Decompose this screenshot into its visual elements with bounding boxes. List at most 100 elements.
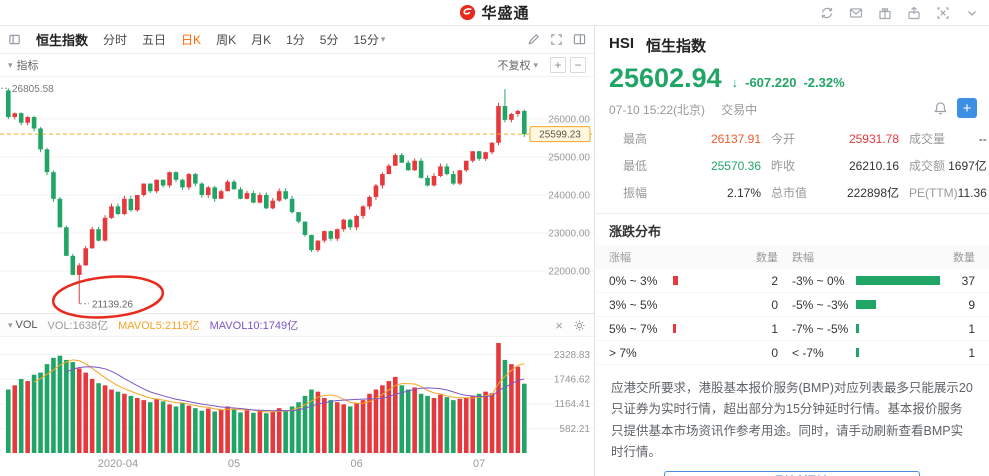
down-count: 1 — [968, 321, 975, 336]
stat-value: 25570.36 — [710, 158, 761, 173]
volume-chart-area[interactable]: 2328.83 1746.62 1164.41 582.21 — [0, 337, 594, 457]
tab-15min-label: 15分 — [353, 33, 379, 47]
tab-weekly-k[interactable]: 周K — [216, 33, 237, 47]
zoom-in-button[interactable]: + — [550, 57, 566, 73]
stat-value: 26137.91 — [710, 131, 761, 146]
col-count: 数量 — [756, 252, 778, 264]
refresh-icon: ↻ — [754, 473, 767, 476]
chevron-down-icon: ▾ — [8, 319, 13, 330]
brand-logo-text: 华盛通 — [481, 5, 530, 22]
fullscreen-icon[interactable] — [550, 33, 563, 46]
distribution-row: 5% ~ 7% 1 -7% ~ -5% 1 — [595, 317, 989, 341]
close-indicator-icon[interactable]: × — [555, 317, 563, 333]
stat-label: 成交额 — [909, 159, 946, 173]
tab-5day[interactable]: 五日 — [142, 33, 167, 47]
down-range-label: -3% ~ 0% — [792, 273, 845, 288]
stat-label: 今开 — [771, 132, 796, 146]
up-range-label: 3% ~ 5% — [609, 297, 658, 312]
x-axis-label: 2020-04 — [97, 458, 139, 470]
tab-5min[interactable]: 5分 — [319, 33, 339, 47]
gear-icon[interactable] — [573, 319, 586, 332]
stat-label: 成交量 — [909, 132, 946, 146]
quote-stats-grid: 最高 26137.91 今开 25931.78 成交量 -- 最低 25570.36 昨… — [609, 118, 987, 213]
candlestick-chart-area[interactable]: 26000.00 25000.00 24000.00 23000.00 22000.00… — [0, 77, 594, 319]
screenshot-icon[interactable] — [936, 6, 950, 20]
tab-daily-k[interactable]: 日K — [181, 33, 202, 47]
down-count-bar — [856, 348, 859, 357]
adjust-type-dropdown[interactable]: 不复权 ▾ — [497, 57, 538, 73]
indicator-label[interactable]: 指标 — [16, 60, 39, 72]
down-count: 37 — [961, 273, 975, 288]
vol-label: VOL — [15, 319, 38, 331]
tab-intraday[interactable]: 分时 — [103, 33, 128, 47]
last-price: 25602.94 — [609, 63, 722, 93]
stat-label: 最低 — [623, 159, 648, 173]
indicator-bar: ▾ 指标 不复权 ▾ + − — [0, 54, 594, 77]
distribution-row: 3% ~ 5% 0 -5% ~ -3% 9 — [595, 293, 989, 317]
tab-15min[interactable]: 15分 ▾ — [353, 31, 385, 48]
svg-text:2328.83: 2328.83 — [554, 350, 591, 361]
gift-icon[interactable] — [878, 6, 892, 20]
split-layout-icon[interactable] — [573, 33, 586, 46]
svg-text:23000.00: 23000.00 — [548, 229, 590, 240]
quote-panel: HSI 恒生指数 25602.94 ↓ -607.220 -2.32% 07-1… — [595, 26, 989, 476]
distribution-header: 涨幅 数量 跌幅 数量 — [595, 245, 989, 269]
volume-chart[interactable]: 2328.83 1746.62 1164.41 582.21 — [0, 337, 594, 457]
svg-text:1746.62: 1746.62 — [554, 375, 591, 386]
down-count: 1 — [968, 345, 975, 360]
tab-monthly-k[interactable]: 月K — [251, 33, 272, 47]
stat-label: 振幅 — [623, 186, 648, 200]
price-alert-bell-icon[interactable] — [933, 101, 948, 116]
stat-value: 25931.78 — [848, 131, 899, 146]
refresh-quotes-button[interactable]: ↻ 刷新行情 — [664, 471, 920, 476]
col-count: 数量 — [953, 252, 975, 264]
up-count: 0 — [771, 345, 778, 360]
down-count: 9 — [968, 297, 975, 312]
adjust-type-label: 不复权 — [497, 60, 531, 72]
x-axis-label: 05 — [227, 458, 241, 470]
up-range-label: 0% ~ 3% — [609, 273, 658, 288]
col-fall: 跌幅 — [792, 252, 814, 264]
down-count-bar — [856, 324, 859, 333]
vol-dropdown[interactable]: ▾ VOL — [8, 319, 38, 331]
mavol10-value: MAVOL10:1749亿 — [209, 320, 299, 332]
vol-value: VOL:1638亿 — [47, 320, 109, 332]
chart-tabbar: 恒生指数 分时 五日 日K 周K 月K 1分 5分 15分 ▾ — [0, 26, 594, 54]
up-count-bar — [673, 324, 676, 333]
candlestick-chart[interactable]: 26000.00 25000.00 24000.00 23000.00 22000.00… — [0, 77, 594, 319]
down-range-label: -7% ~ -5% — [792, 321, 849, 336]
chevron-down-icon[interactable] — [965, 6, 979, 20]
share-icon[interactable] — [907, 6, 921, 20]
up-count: 0 — [771, 297, 778, 312]
down-arrow-icon: ↓ — [731, 75, 739, 90]
quote-header: HSI 恒生指数 25602.94 ↓ -607.220 -2.32% 07-1… — [595, 26, 989, 213]
down-count-bar — [856, 300, 877, 309]
stat-label: 总市值 — [771, 186, 808, 200]
svg-text:1164.41: 1164.41 — [555, 399, 591, 410]
svg-text:582.21: 582.21 — [559, 424, 590, 435]
svg-text:21139.26: 21139.26 — [92, 299, 133, 310]
down-range-label: < -7% — [792, 345, 824, 360]
draw-pencil-icon[interactable] — [527, 33, 540, 46]
indicator-collapse-icon[interactable]: ▾ — [8, 59, 13, 70]
stat-value: 26210.16 — [848, 158, 899, 173]
add-watchlist-button[interactable]: + — [957, 98, 977, 118]
collapse-panel-icon[interactable] — [8, 33, 21, 46]
tab-index-name[interactable]: 恒生指数 — [36, 33, 89, 48]
stat-value: 2.17% — [726, 185, 761, 200]
tab-1min[interactable]: 1分 — [286, 33, 305, 47]
sync-icon[interactable] — [820, 6, 834, 20]
topbar-icon-group — [820, 0, 979, 25]
plus-icon: + — [962, 99, 972, 117]
up-count-bar — [673, 276, 678, 285]
svg-text:24000.00: 24000.00 — [548, 191, 590, 202]
symbol-code: HSI — [609, 35, 635, 52]
mail-icon[interactable] — [849, 6, 863, 20]
bmp-disclaimer-text: 应港交所要求，港股基本报价服务(BMP)对应列表最多只能展示20只证券为实时行情… — [611, 381, 973, 459]
symbol-name: 恒生指数 — [646, 38, 707, 55]
zoom-out-button[interactable]: − — [570, 57, 586, 73]
svg-text:26805.58: 26805.58 — [12, 84, 54, 95]
highlight-ellipse — [51, 275, 165, 319]
svg-text:22000.00: 22000.00 — [548, 267, 590, 278]
chevron-down-icon: ▾ — [533, 59, 538, 70]
